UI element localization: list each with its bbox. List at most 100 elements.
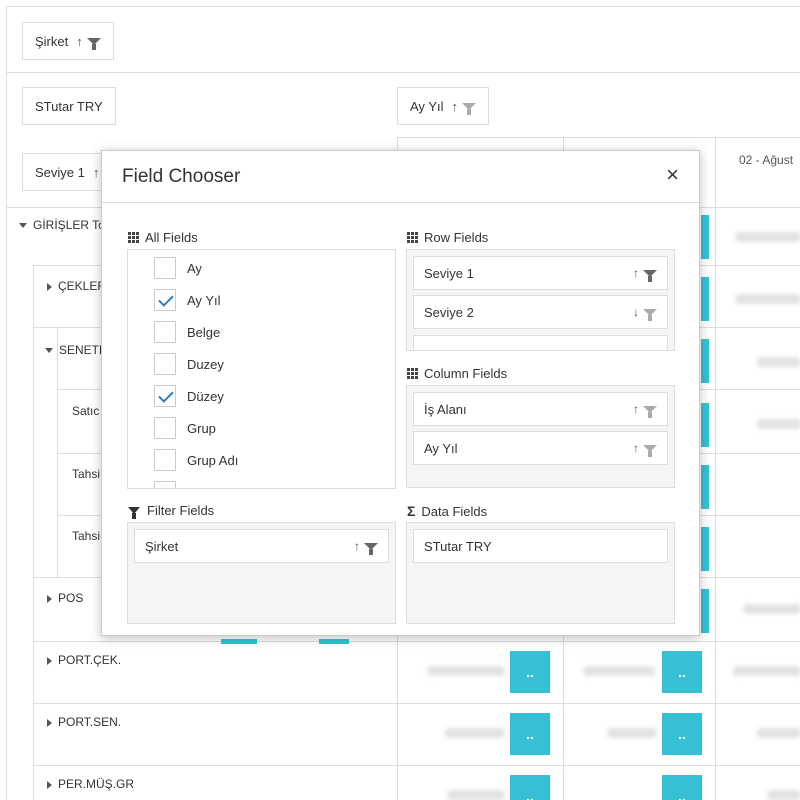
cell-action-button[interactable]: .. [510,775,550,800]
field-item-ay-yil[interactable]: Ay Yıl [154,288,220,312]
filter-field-sirket[interactable]: Şirket ↑ [134,529,389,563]
field-item-ay[interactable]: Ay [154,256,202,280]
filter-icon[interactable] [86,37,101,50]
data-field-stutar[interactable]: STutar TRY [413,529,668,563]
grid-line [33,703,800,704]
section-title: Filter Fields [147,503,215,518]
row-field-seviye-2[interactable]: Seviye 2 ↓ [413,295,668,329]
expand-icon[interactable] [47,656,52,665]
cell-button-edge[interactable] [701,465,709,509]
filter-icon[interactable] [643,308,657,321]
row-area-field-seviye-1[interactable]: Seviye 1 ↑ [22,153,113,191]
field-item-grup[interactable]: Grup [154,416,216,440]
column-field-is-alani[interactable]: İş Alanı ↑ [413,392,668,426]
cell-button-edge[interactable] [701,215,709,259]
expand-icon[interactable] [47,780,52,789]
collapse-icon[interactable] [45,348,53,354]
row-header-girisler[interactable]: GİRİŞLER To [19,218,105,232]
field-label: Şirket [35,33,69,49]
filter-icon[interactable] [461,102,476,115]
sort-asc-icon[interactable]: ↑ [76,33,83,49]
field-item-label: Grup Adı [187,452,239,468]
cell-button-edge[interactable] [701,403,709,447]
column-fields-area[interactable]: İş Alanı ↑ Ay Yıl ↑ [406,385,675,488]
field-checkbox[interactable] [154,353,176,375]
cell-button-edge[interactable] [701,339,709,383]
cell-action-button[interactable]: .. [662,713,702,755]
row-header-port-cek[interactable]: PORT.ÇEK. [47,653,121,667]
field-chip-label: Şirket [145,538,179,554]
sort-asc-icon[interactable]: ↑ [354,539,360,553]
sort-asc-icon[interactable]: ↑ [451,98,458,114]
collapse-icon[interactable] [19,223,27,229]
obscured-cell-value [757,728,800,738]
row-header-pos[interactable]: POS [47,591,83,605]
cell-action-button[interactable]: .. [662,775,702,800]
cell-action-button[interactable]: .. [662,651,702,693]
column-fields-header: Column Fields [407,366,507,381]
field-checkbox[interactable] [154,417,176,439]
filter-icon[interactable] [643,405,657,418]
obscured-cell-value [735,232,800,242]
row-label: POS [58,591,84,605]
column-area-field-ay-yil[interactable]: Ay Yıl ↑ [397,87,489,125]
row-fields-area[interactable]: Seviye 1 ↑ Seviye 2 ↓ [406,249,675,351]
expand-icon[interactable] [47,594,52,603]
filter-icon[interactable] [364,542,378,555]
row-field-partial[interactable] [413,335,668,350]
cell-button-edge[interactable] [319,639,349,644]
row-header-senetler[interactable]: SENETL [45,343,106,357]
sort-asc-icon[interactable]: ↑ [633,266,639,280]
cell-button-edge[interactable] [701,277,709,321]
filter-area-field-sirket[interactable]: Şirket ↑ [22,22,114,60]
field-item-label: Ay [187,260,202,276]
grid-icon [128,232,139,243]
row-label: GİRİŞLER To [33,218,105,232]
expand-icon[interactable] [47,282,52,291]
filter-icon[interactable] [643,269,657,282]
expand-icon[interactable] [47,718,52,727]
cell-button-edge[interactable] [701,527,709,571]
grid-icon [407,368,418,379]
cell-action-button[interactable]: .. [510,651,550,693]
sort-asc-icon[interactable]: ↑ [633,402,639,416]
field-item-duzey-tr[interactable]: Düzey [154,384,224,408]
field-checkbox[interactable] [154,321,176,343]
field-checkbox-checked[interactable] [154,289,176,311]
field-checkbox[interactable] [154,257,176,279]
filter-icon[interactable] [643,444,657,457]
field-item-duzey[interactable]: Duzey [154,352,224,376]
field-item-belge[interactable]: Belge [154,320,220,344]
cell-button-edge[interactable] [701,589,709,633]
column-header[interactable]: 02 - Ağust [739,153,794,167]
field-label: Ay Yıl [410,98,444,114]
sort-desc-icon[interactable]: ↓ [633,305,639,319]
data-fields-area[interactable]: STutar TRY [406,522,675,624]
row-header-port-sen[interactable]: PORT.SEN. [47,715,121,729]
row-header-tahsil-1: Tahsi [72,467,101,481]
obscured-cell-value [757,357,800,367]
cell-button-edge[interactable] [221,639,257,644]
filter-fields-area[interactable]: Şirket ↑ [127,522,396,624]
all-fields-list[interactable]: Ay Ay Yıl Belge Duzey Düzey Grup Grup Ad… [127,249,396,489]
sort-asc-icon[interactable]: ↑ [92,164,100,180]
close-icon[interactable]: × [666,162,679,187]
obscured-cell-value [445,728,505,738]
row-header-tahsil-2: Tahsi [72,529,101,543]
data-area-field-stutar[interactable]: STutar TRY [22,87,116,125]
field-checkbox[interactable] [154,481,176,488]
field-chip-label: STutar TRY [424,538,492,554]
row-field-seviye-1[interactable]: Seviye 1 ↑ [413,256,668,290]
row-header-cekler[interactable]: ÇEKLER [47,279,106,293]
column-field-ay-yil[interactable]: Ay Yıl ↑ [413,431,668,465]
cell-action-button[interactable]: .. [510,713,550,755]
section-title: Column Fields [424,366,508,381]
row-header-per-mus-gr[interactable]: PER.MÜŞ.GR [47,777,134,791]
field-item-grup-adi[interactable]: Grup Adı [154,448,238,472]
field-checkbox[interactable] [154,449,176,471]
data-fields-header: Σ Data Fields [407,503,487,519]
sort-asc-icon[interactable]: ↑ [633,441,639,455]
field-item-partial[interactable] [154,480,187,488]
all-fields-header: All Fields [128,230,198,245]
field-checkbox-checked[interactable] [154,385,176,407]
